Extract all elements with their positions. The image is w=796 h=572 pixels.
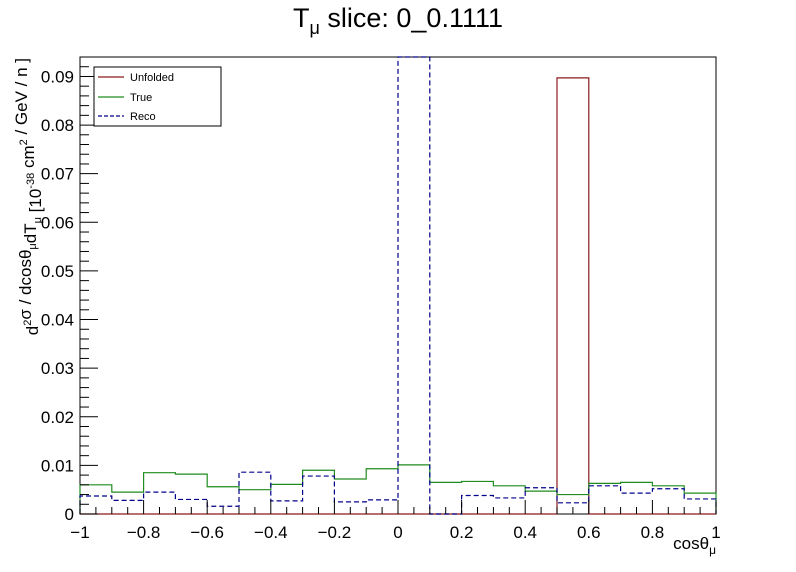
legend-label-reco: Reco: [130, 111, 156, 123]
y-tick-label: 0.05: [41, 262, 74, 281]
y-tick-label: 0.07: [41, 165, 74, 184]
x-tick-label: −0.4: [254, 523, 288, 542]
y-axis-title-part: d: [23, 326, 42, 335]
x-axis-title: cosθμ: [673, 534, 716, 557]
y-tick-label: 0.02: [41, 408, 74, 427]
y-axis-title-part: σ / dcosθ: [16, 250, 35, 320]
x-tick-label: 0.4: [513, 523, 537, 542]
y-tick-label: 0.08: [41, 116, 74, 135]
y-axis-title-part: / GeV / n ]: [12, 58, 31, 139]
y-tick-label: 0.04: [41, 311, 74, 330]
y-tick-label: 0.09: [41, 67, 74, 86]
series-reco: [79, 56, 717, 515]
legend: Unfolded True Reco: [93, 66, 222, 127]
x-tick-label: −1: [70, 523, 89, 542]
chart-title: Tμ slice: 0_0.1111: [293, 3, 503, 38]
x-tick-label: 0.8: [641, 523, 665, 542]
y-axis-title-part: cm: [19, 145, 38, 172]
legend-label-unfolded: Unfolded: [130, 72, 174, 84]
y-axis-title-part: dT: [21, 223, 40, 243]
x-tick-label: 0.2: [450, 523, 474, 542]
x-tick-label: −0.8: [127, 523, 161, 542]
y-tick-label: 0.03: [41, 359, 74, 378]
x-tick-label: 0.6: [577, 523, 601, 542]
y-tick-label: 0.01: [41, 456, 74, 475]
y-tick-label: 0: [65, 505, 74, 524]
legend-label-true: True: [130, 92, 152, 104]
plot-area: −1 −0.8 −0.6 −0.4 −0.2 0 0.2 0.4 0.6 0.8 1 0 0.01 0.0…: [41, 56, 721, 542]
y-axis-title-part: 2: [18, 139, 30, 145]
y-axis-title: d2σ / dcosθμdTμ [10-38 cm2 / GeV / n ]: [12, 58, 45, 335]
x-tick-label: −0.6: [190, 523, 224, 542]
x-tick-label: 0: [393, 523, 402, 542]
y-axis-title-part: [10: [26, 189, 45, 217]
x-tick-label: 1: [711, 523, 720, 542]
y-axis-title-part: 2: [22, 320, 34, 326]
series-true: [79, 464, 717, 514]
y-axis-title-part: μ: [27, 243, 39, 249]
x-tick-label: −0.2: [318, 523, 352, 542]
y-tick-label: 0.06: [41, 213, 74, 232]
y-axis-title-part: -38: [25, 173, 37, 189]
y-axis-title-part: μ: [32, 217, 44, 223]
